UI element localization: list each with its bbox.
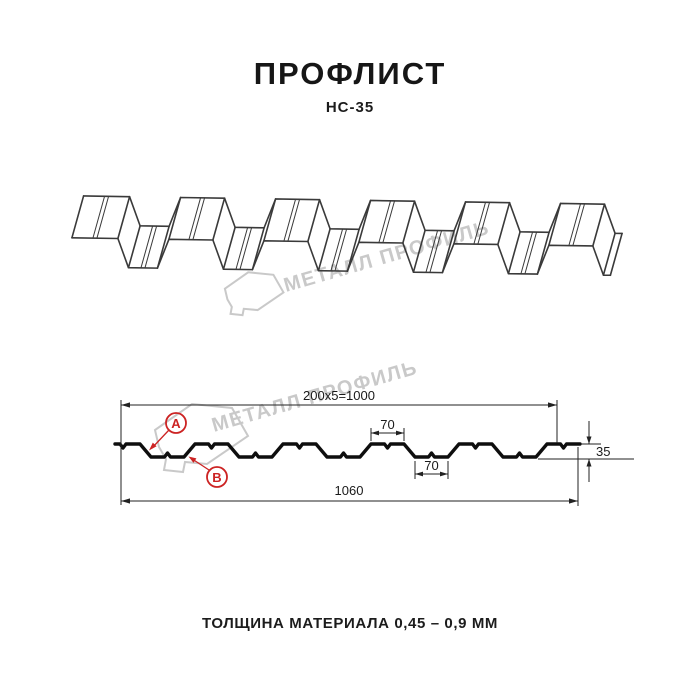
- page-title: ПРОФЛИСТ: [253, 56, 447, 91]
- metall-profil-logo-icon: [153, 402, 250, 474]
- profile-model-label: НС-35: [325, 99, 375, 116]
- dim-label-working-width: 200x5=1000: [303, 388, 375, 403]
- dim-label-height: 35: [596, 444, 610, 459]
- callout-a-label: A: [171, 416, 181, 431]
- dim-label-valley: 70: [424, 458, 438, 473]
- dim-top-flange: 70: [370, 417, 405, 441]
- dim-height: 35: [538, 421, 634, 482]
- callout-a: A: [149, 412, 187, 451]
- valley-groove-lines: [140, 225, 538, 275]
- callout-b: B: [188, 456, 228, 488]
- dim-working-width: 200x5=1000: [120, 388, 558, 505]
- dim-valley: 70: [414, 458, 449, 479]
- watermark-bottom: МЕТАЛЛ ПРОФИЛЬ: [153, 357, 420, 474]
- sheet-3d-view: [71, 195, 623, 277]
- metall-profil-logo-icon: [223, 271, 285, 317]
- callout-b-label: B: [212, 470, 221, 485]
- rib-edges: [71, 195, 623, 277]
- dim-label-top-flange: 70: [380, 417, 394, 432]
- back-edge-outline: [82, 195, 623, 235]
- top-groove-lines: [92, 195, 586, 247]
- dim-overall-width: 1060: [121, 447, 579, 506]
- dim-label-overall-width: 1060: [335, 483, 364, 498]
- material-thickness-note: ТОЛЩИНА МАТЕРИАЛА 0,45 – 0,9 ММ: [201, 615, 499, 632]
- cross-section-view: 200x5=1000 70 70 1060: [113, 388, 634, 506]
- profile-outline: [113, 442, 582, 459]
